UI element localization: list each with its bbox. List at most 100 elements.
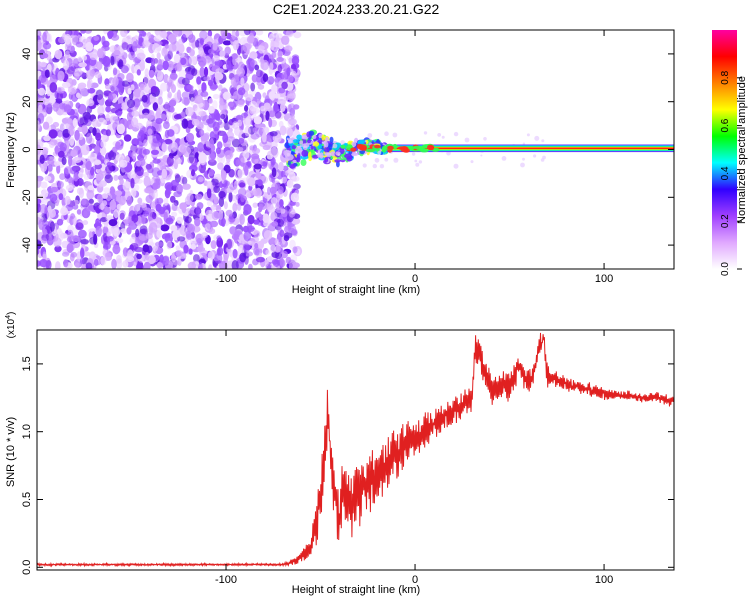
heatmap-cell <box>286 179 294 188</box>
heatmap-cell <box>175 158 182 165</box>
heatmap-cell <box>242 43 251 53</box>
heatmap-cell <box>250 133 260 140</box>
heatmap-cell <box>64 195 71 206</box>
heatmap-cell <box>95 172 104 181</box>
heatmap-cell <box>141 213 146 225</box>
heatmap-cell <box>244 251 253 257</box>
heatmap-cell <box>44 175 52 182</box>
colorbar-tick-label: 0.0 <box>720 262 731 276</box>
heatmap-cell <box>127 170 136 180</box>
heatmap-cell <box>501 156 507 161</box>
heatmap-cell <box>37 97 46 105</box>
heatmap-cell <box>144 252 150 261</box>
heatmap-cell <box>271 197 278 205</box>
heatmap-cell <box>271 141 278 149</box>
heatmap-cell <box>73 172 79 182</box>
heatmap-cell <box>224 46 231 55</box>
heatmap-cell <box>42 228 48 236</box>
heatmap-cell <box>249 145 255 151</box>
heatmap-cell <box>82 220 89 226</box>
heatmap-cell <box>188 34 196 43</box>
heatmap-cell <box>231 260 239 269</box>
heatmap-cell <box>262 73 269 82</box>
heatmap-cell <box>134 178 143 184</box>
heatmap-cell <box>470 160 474 164</box>
heatmap-cell <box>59 142 67 152</box>
heatmap-cell <box>271 167 277 178</box>
heatmap-cell <box>249 51 258 60</box>
heatmap-cell <box>254 64 260 71</box>
x-tick-label: 100 <box>595 574 613 586</box>
heatmap-cell <box>126 111 133 122</box>
heatmap-cell <box>70 149 78 157</box>
heatmap-cell <box>66 243 74 253</box>
heatmap-cell <box>269 186 277 194</box>
heatmap-cell <box>237 169 243 178</box>
heatmap-cell <box>243 243 251 252</box>
heatmap-cell <box>220 113 226 120</box>
heatmap-cell <box>127 87 132 95</box>
heatmap-cell <box>79 257 85 265</box>
heatmap-cell <box>206 181 213 189</box>
heatmap-cell <box>222 133 229 144</box>
heatmap-cell <box>423 131 428 135</box>
colorbar-tick-label: 0.6 <box>720 118 731 132</box>
heatmap-cell <box>216 235 222 241</box>
snr-series-line <box>37 332 674 568</box>
heatmap-cell <box>133 88 142 98</box>
heatmap-cell <box>155 241 164 247</box>
heatmap-cell <box>197 142 205 153</box>
heatmap-cell <box>267 206 276 213</box>
heatmap-cell <box>112 67 118 76</box>
heatmap-cell <box>365 148 376 153</box>
heatmap-cell <box>87 185 95 191</box>
heatmap-cell <box>66 118 73 124</box>
heatmap-cell <box>215 68 224 74</box>
heatmap-cell <box>437 133 442 137</box>
heatmap-cell <box>343 153 352 159</box>
heatmap-cell <box>122 260 129 268</box>
heatmap-cell <box>97 105 105 116</box>
heatmap-cell <box>54 49 63 60</box>
heatmap-cell <box>287 160 291 166</box>
heatmap-cell <box>203 75 210 82</box>
heatmap-cell <box>441 135 445 139</box>
heatmap-cell <box>150 86 158 93</box>
heatmap-cell <box>340 140 345 145</box>
heatmap-cell <box>367 133 373 138</box>
heatmap-cell <box>541 139 545 143</box>
heatmap-cell <box>151 149 159 155</box>
heatmap-cell <box>212 93 220 100</box>
heatmap-cell <box>308 130 315 136</box>
heatmap-cell <box>142 203 147 211</box>
heatmap-cell <box>173 114 182 120</box>
heatmap-cell <box>93 159 101 166</box>
heatmap-cell <box>228 191 233 203</box>
heatmap-cell <box>99 146 107 156</box>
heatmap-cell <box>96 61 103 71</box>
heatmap-cell <box>134 246 143 253</box>
heatmap-cell <box>166 129 175 137</box>
heatmap-cell <box>237 188 247 196</box>
heatmap-cell <box>218 260 228 269</box>
heatmap-cell <box>296 134 303 140</box>
heatmap-cell <box>72 156 82 163</box>
heatmap-cell <box>194 217 201 227</box>
heatmap-cell <box>83 210 88 217</box>
heatmap-cell <box>210 240 217 250</box>
heatmap-cell <box>156 261 164 269</box>
heatmap-cell <box>187 223 195 234</box>
heatmap-cell <box>350 147 357 152</box>
heatmap-cell <box>238 137 245 144</box>
heatmap-cell <box>213 185 221 193</box>
heatmap-cell <box>171 211 178 217</box>
heatmap-cell <box>251 188 261 197</box>
heatmap-cell <box>234 126 242 136</box>
heatmap-cell <box>248 263 253 269</box>
heatmap-cell <box>263 230 273 240</box>
heatmap-cell <box>89 53 98 61</box>
heatmap-cell <box>80 144 90 156</box>
heatmap-cell <box>379 164 385 169</box>
heatmap-cell <box>334 159 341 163</box>
